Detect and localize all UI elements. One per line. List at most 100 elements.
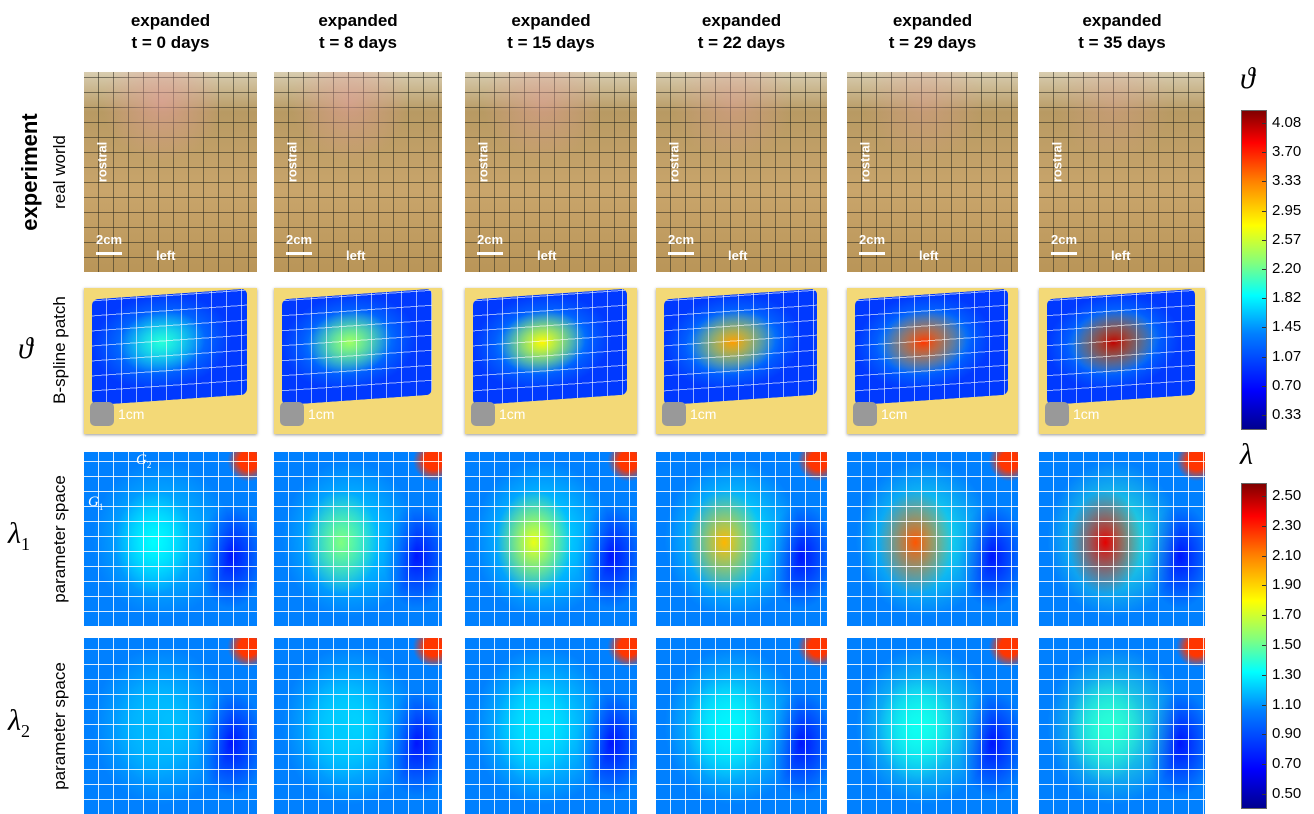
colorbar-tick: 4.08 — [1272, 114, 1302, 131]
symbol: λ — [8, 517, 21, 550]
heatmap — [847, 452, 1018, 626]
photo-label: 2cm — [477, 232, 504, 247]
header-line: t = 15 days — [507, 33, 595, 52]
heatmap — [1039, 638, 1205, 814]
patch: 1cm — [847, 288, 1018, 434]
tick-mark — [1262, 615, 1266, 617]
column-header: expanded t = 0 days — [64, 10, 277, 54]
patch-label: 1cm — [881, 406, 908, 422]
heatmap — [274, 452, 442, 626]
subscript: 2 — [21, 721, 30, 741]
column-header: expanded t = 15 days — [445, 10, 657, 54]
subscript: 2 — [146, 460, 152, 470]
colorbar-tick: 3.70 — [1272, 143, 1302, 161]
colorbar-tick: 1.10 — [1272, 695, 1302, 713]
patch: 1cm — [1039, 288, 1205, 434]
colorbar-tick: 0.70 — [1272, 376, 1302, 394]
subscript: 1 — [21, 534, 30, 554]
photo: rostral 2cm left — [847, 72, 1018, 272]
colorbar-tick: 1.90 — [1272, 576, 1302, 594]
colorbar-tick: 0.70 — [1272, 755, 1302, 773]
row-subtitle: parameter space — [50, 475, 69, 603]
header-line: t = 29 days — [888, 33, 977, 52]
tick-mark — [1262, 210, 1266, 212]
patch: 1cm — [274, 288, 442, 434]
hexagon — [662, 402, 686, 426]
photo: rostral 2cm left — [465, 72, 637, 272]
photo-label: rostral — [94, 141, 110, 183]
tick-mark — [1262, 181, 1266, 183]
column-header: expanded t = 22 days — [636, 10, 847, 54]
column-header: expanded t = 35 days — [1019, 10, 1225, 54]
patch-label: 1cm — [118, 406, 145, 422]
photo-label: left — [537, 248, 557, 263]
colorbar-tick: 2.57 — [1272, 230, 1302, 248]
hexagon — [90, 402, 114, 426]
header-line: expanded — [130, 11, 211, 30]
row-title: experiment — [17, 113, 42, 231]
hexagon — [1045, 402, 1069, 426]
heatmap — [465, 638, 637, 814]
header-line: t = 8 days — [319, 33, 397, 52]
symbol: λ — [8, 704, 21, 737]
row-symbol: λ1 — [8, 517, 30, 555]
tick-mark — [1262, 645, 1266, 646]
tick-mark — [1262, 152, 1266, 154]
patch-label: 1cm — [690, 406, 717, 422]
colorbar-tick: 2.50 — [1272, 487, 1302, 504]
surface — [664, 288, 817, 406]
photo: rostral 2cm left — [274, 72, 442, 272]
tick-mark — [1262, 555, 1266, 557]
header-line: expanded — [701, 11, 782, 30]
patch-label: 1cm — [499, 406, 526, 422]
photo-label: rostral — [284, 141, 300, 183]
tick-mark — [1262, 356, 1266, 358]
photo-label: left — [728, 248, 748, 263]
colorbar-tick: 1.07 — [1272, 347, 1302, 365]
heatmap — [465, 452, 637, 626]
grid-label: G2 — [136, 452, 151, 470]
heatmap — [847, 638, 1018, 814]
patch-label: 1cm — [308, 406, 335, 422]
row-subtitle: real world — [50, 135, 69, 209]
photo-label: rostral — [475, 141, 491, 183]
header-line: expanded — [892, 11, 973, 30]
hexagon — [471, 402, 495, 426]
tick-mark — [1262, 123, 1266, 124]
surface — [473, 288, 627, 406]
heatmap: G2 G1 — [84, 452, 257, 626]
photo-label: rostral — [666, 141, 682, 183]
row-subtitle: parameter space — [50, 662, 69, 790]
heatmap — [656, 452, 827, 626]
heatmap — [1039, 452, 1205, 626]
tick-mark — [1262, 794, 1266, 795]
photo-label: left — [919, 248, 939, 263]
photo-label: rostral — [857, 141, 873, 183]
tick-mark — [1262, 525, 1266, 527]
patch: 1cm — [656, 288, 827, 434]
header-line: t = 35 days — [1078, 33, 1166, 52]
header-line: t = 22 days — [697, 33, 786, 52]
colorbar-tick: 2.10 — [1272, 546, 1302, 564]
photo-label: 2cm — [286, 232, 313, 247]
scale-bar — [668, 252, 694, 255]
colorbar-tick: 3.33 — [1272, 172, 1302, 190]
photo-label: left — [346, 248, 366, 263]
tick-mark — [1262, 327, 1266, 329]
row-subtitle: B-spline patch — [50, 296, 69, 404]
tick-mark — [1262, 269, 1266, 270]
surface — [1047, 288, 1195, 406]
photo: rostral 2cm left — [84, 72, 257, 272]
heatmap — [656, 638, 827, 814]
colorbar-symbol: ϑ — [1240, 62, 1255, 95]
colorbar-tick: 0.50 — [1272, 785, 1302, 802]
tick-mark — [1262, 415, 1266, 416]
photo-label: left — [156, 248, 176, 263]
colorbar-tick: 1.30 — [1272, 665, 1302, 683]
photo-label: 2cm — [859, 232, 886, 247]
tick-mark — [1262, 704, 1266, 706]
tick-mark — [1262, 764, 1266, 766]
tick-mark — [1262, 496, 1266, 497]
patch: 1cm — [465, 288, 637, 434]
colorbar-tick: 2.20 — [1272, 260, 1302, 277]
